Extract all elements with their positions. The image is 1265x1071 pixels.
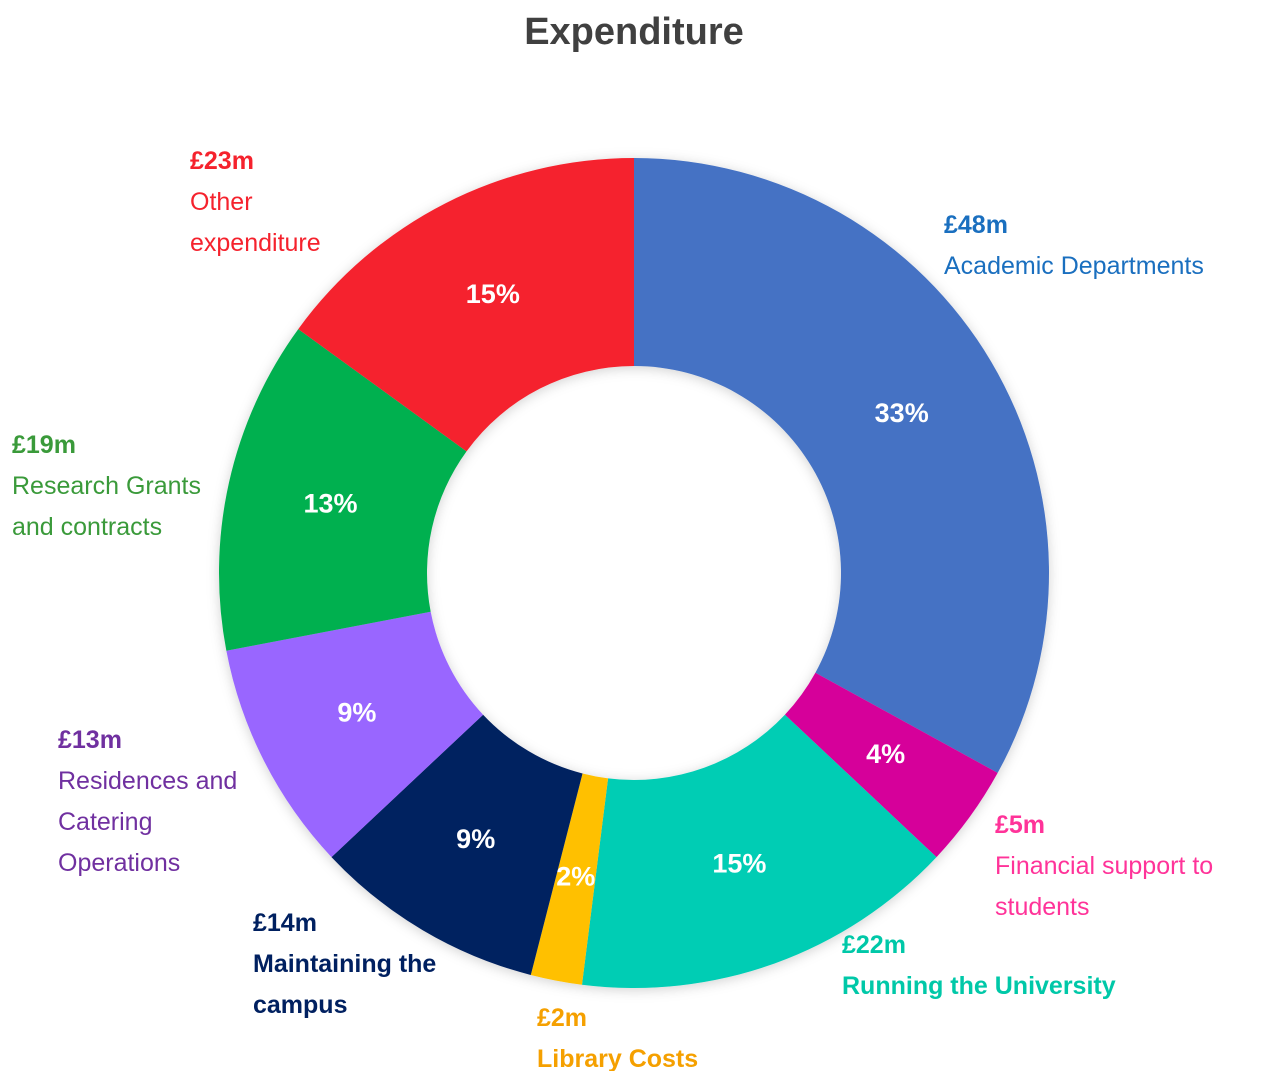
amount: £22m xyxy=(842,931,906,959)
donut xyxy=(219,158,1050,988)
amount: £13m xyxy=(58,726,122,754)
slice-label: £48m Academic Departments xyxy=(944,205,1264,287)
category-name: Running the University xyxy=(842,972,1116,1000)
amount: £19m xyxy=(12,431,76,459)
slice xyxy=(530,773,609,985)
amount: £5m xyxy=(995,811,1046,839)
amount: £23m xyxy=(190,147,254,175)
percent-label: 33% xyxy=(875,398,929,428)
slice xyxy=(581,714,937,988)
percent-label: 13% xyxy=(303,488,357,518)
slice-label: £2m Library Costs xyxy=(537,998,767,1071)
percent-label: 4% xyxy=(866,739,905,769)
category-name: Library Costs xyxy=(537,1045,699,1071)
category-name: Other expenditure xyxy=(190,188,321,257)
amount: £2m xyxy=(537,1004,588,1032)
slice xyxy=(784,672,998,858)
slice xyxy=(634,158,1050,773)
amount: £48m xyxy=(944,211,1008,239)
category-name: Maintaining the campus xyxy=(253,950,437,1019)
slice-label: £13m Residences and Catering Operations xyxy=(58,720,263,884)
percent-label: 9% xyxy=(456,824,495,854)
slice xyxy=(226,611,484,858)
slice xyxy=(331,714,583,975)
slice-label: £5m Financial support to students xyxy=(995,805,1235,928)
category-name: Research Grants and contracts xyxy=(12,472,201,541)
slice-label: £19m Research Grants and contracts xyxy=(12,425,232,548)
category-name: Residences and Catering Operations xyxy=(58,767,238,877)
percent-label: 15% xyxy=(712,849,766,879)
percent-label: 2% xyxy=(556,862,595,892)
percent-labels: 33% 4% 15% 2% 9% 9% 13% 15% xyxy=(303,279,928,892)
slice-label: £14m Maintaining the campus xyxy=(253,903,463,1026)
slice xyxy=(298,158,634,452)
percent-label: 15% xyxy=(466,279,520,309)
slice xyxy=(219,329,467,651)
category-name: Financial support to students xyxy=(995,852,1214,921)
amount: £14m xyxy=(253,909,317,937)
percent-label: 9% xyxy=(337,697,376,727)
chart-title: Expenditure xyxy=(524,11,744,53)
slice-label: £23m Other expenditure xyxy=(190,141,360,264)
category-name: Academic Departments xyxy=(944,252,1204,280)
slice-label: £22m Running the University xyxy=(842,925,1172,1007)
